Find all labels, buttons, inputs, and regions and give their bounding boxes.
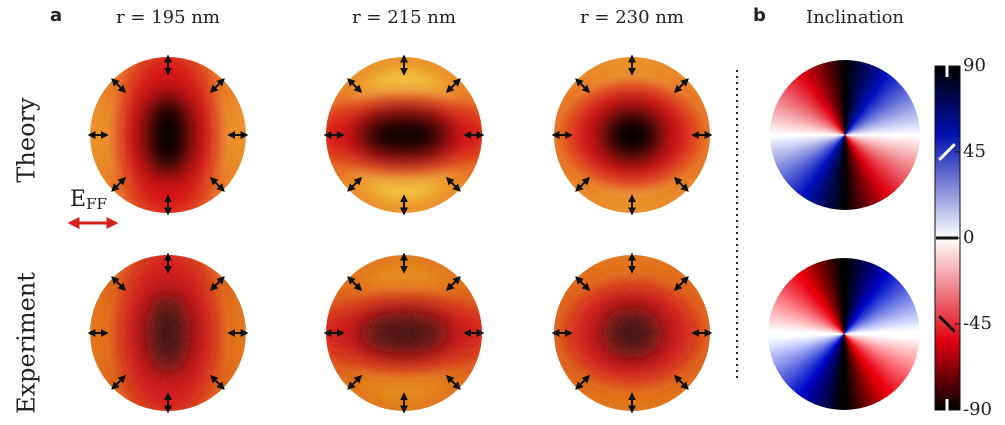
polarization-arrow bbox=[111, 374, 127, 390]
polarization-arrow bbox=[347, 78, 363, 94]
intensity-map bbox=[90, 255, 246, 411]
polarization-arrow bbox=[575, 176, 591, 192]
field-label: EFF bbox=[70, 187, 107, 213]
colorbar-tick-label: 0 bbox=[963, 227, 974, 248]
intensity-maps bbox=[87, 54, 713, 414]
panel-title: Inclination bbox=[806, 7, 904, 28]
row-label: Theory bbox=[13, 97, 41, 183]
polarization-arrow bbox=[209, 176, 225, 192]
noise bbox=[326, 255, 482, 411]
polarization-arrow bbox=[575, 78, 591, 94]
intensity-map bbox=[554, 57, 710, 213]
polarization-arrow bbox=[209, 374, 225, 390]
polarization-arrow bbox=[575, 276, 591, 292]
polarization-arrow bbox=[209, 78, 225, 94]
polarization-arrow bbox=[209, 276, 225, 292]
intensity-map bbox=[326, 57, 482, 213]
polarization-arrow bbox=[445, 176, 461, 192]
intensity-map bbox=[90, 57, 246, 213]
column-title: r = 215 nm bbox=[352, 7, 456, 28]
dark-core bbox=[146, 95, 190, 175]
noise bbox=[554, 255, 710, 411]
polarization-arrow bbox=[673, 276, 689, 292]
polarization-arrow bbox=[347, 276, 363, 292]
polarization-arrow bbox=[445, 374, 461, 390]
inclination-experiment bbox=[768, 258, 920, 410]
polarization-arrow bbox=[673, 78, 689, 94]
dark-core bbox=[602, 110, 662, 160]
colorbar-tick-label: 90 bbox=[963, 55, 986, 76]
inclination-theory bbox=[770, 60, 920, 210]
column-title: r = 230 nm bbox=[580, 7, 684, 28]
row-label: Experiment bbox=[13, 272, 41, 414]
field-symbol: E bbox=[70, 187, 86, 212]
inclination-arrow bbox=[938, 143, 956, 161]
field-subscript: FF bbox=[86, 195, 107, 213]
polarization-arrow bbox=[347, 374, 363, 390]
polarization-arrow bbox=[111, 176, 127, 192]
polarization-arrow bbox=[673, 374, 689, 390]
polarization-arrow bbox=[111, 276, 127, 292]
polarization-arrow bbox=[445, 276, 461, 292]
dark-core bbox=[359, 115, 449, 155]
colorbar-tick-label: -45 bbox=[963, 313, 992, 334]
polarization-arrow bbox=[673, 176, 689, 192]
intensity-map bbox=[554, 255, 710, 411]
panel-label: a bbox=[50, 5, 62, 26]
intensity-map bbox=[326, 255, 482, 411]
column-title: r = 195 nm bbox=[116, 7, 220, 28]
polarization-arrow bbox=[445, 78, 461, 94]
inclination-arrow bbox=[938, 315, 956, 333]
colorbar-tick-label: 45 bbox=[963, 141, 986, 162]
polarization-arrow bbox=[347, 176, 363, 192]
polarization-arrow bbox=[111, 78, 127, 94]
colorbar-tick-label: -90 bbox=[963, 399, 992, 420]
colorbar-ticks: 90 45 0 -45 -90 bbox=[936, 55, 992, 421]
polarization-arrow bbox=[575, 374, 591, 390]
noise bbox=[90, 255, 246, 411]
panel-label: b bbox=[753, 5, 766, 26]
